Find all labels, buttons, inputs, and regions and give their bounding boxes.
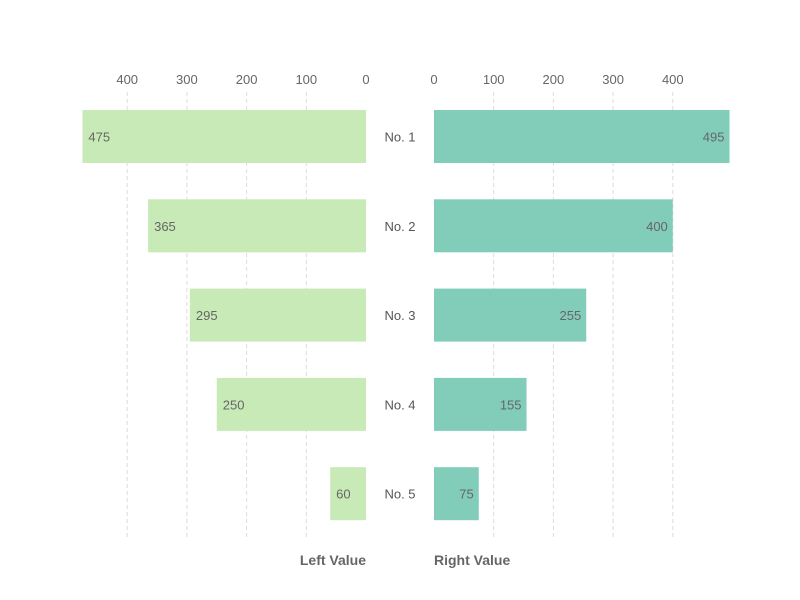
- category-label: No. 2: [384, 219, 415, 234]
- right-bar: [434, 199, 673, 253]
- right-axis-tick-label: 0: [430, 72, 437, 87]
- category-label: No. 3: [384, 308, 415, 323]
- left-axis-tick-label: 0: [362, 72, 369, 87]
- left-axis-tick-label: 300: [176, 72, 198, 87]
- right-bar-value-label: 495: [703, 130, 725, 145]
- right-bar-value-label: 255: [560, 308, 582, 323]
- category-label: No. 4: [384, 397, 415, 412]
- right-bar: [434, 467, 479, 521]
- right-axis-tick-label: 200: [543, 72, 565, 87]
- right-bar-value-label: 75: [459, 487, 473, 502]
- left-bar-value-label: 365: [154, 219, 176, 234]
- left-bar: [148, 199, 366, 253]
- left-bar-value-label: 475: [88, 130, 110, 145]
- right-bar: [434, 288, 587, 342]
- left-axis-title: Left Value: [300, 552, 366, 568]
- right-bar: [434, 110, 730, 163]
- left-bar: [189, 288, 366, 342]
- right-bar: [434, 377, 527, 431]
- left-bar-value-label: 250: [223, 397, 245, 412]
- left-bar-value-label: 295: [196, 308, 218, 323]
- category-label: No. 1: [384, 130, 415, 145]
- left-axis-tick-label: 100: [295, 72, 317, 87]
- left-bar: [330, 467, 366, 521]
- left-bar: [216, 377, 366, 431]
- right-axis-tick-label: 300: [602, 72, 624, 87]
- labels-layer: 400 300 200 100 0 0 100 200 300 400 475 495 No. 1 365…: [88, 72, 724, 502]
- right-bar-value-label: 400: [646, 219, 668, 234]
- left-bar: [82, 110, 367, 163]
- right-axis-title: Right Value: [434, 552, 510, 568]
- right-bar-value-label: 155: [500, 397, 522, 412]
- left-axis-tick-label: 200: [236, 72, 258, 87]
- left-axis-tick-label: 400: [116, 72, 138, 87]
- right-axis-tick-label: 400: [662, 72, 684, 87]
- category-label: No. 5: [384, 487, 415, 502]
- right-axis-tick-label: 100: [483, 72, 505, 87]
- bars-layer: [82, 110, 730, 521]
- left-bar-value-label: 60: [336, 487, 350, 502]
